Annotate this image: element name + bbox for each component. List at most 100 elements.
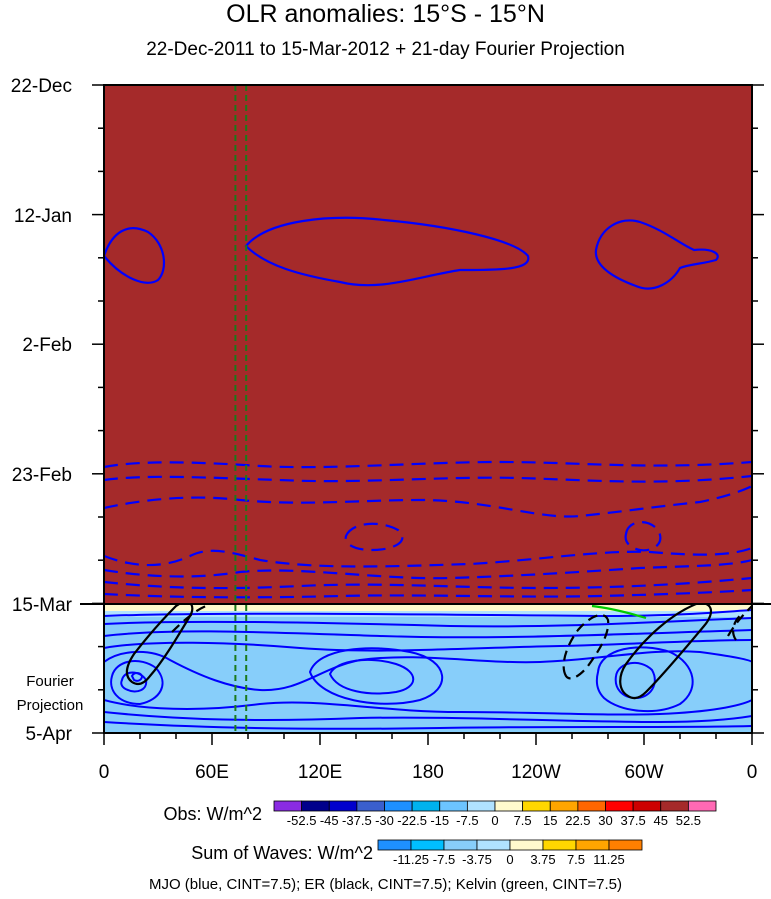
colorbar-swatch	[301, 800, 330, 812]
colorbar-tick-label: -7.5	[433, 852, 455, 867]
projection-warm-strip	[104, 604, 752, 611]
colorbar-swatch	[660, 800, 689, 812]
mjo-contour	[308, 647, 444, 705]
y-tick-label: 12-Jan	[14, 206, 72, 227]
colorbar-swatch	[377, 839, 412, 851]
colorbar-swatch	[549, 800, 579, 812]
waves-colorbar-labels: -11.25 -7.5 -3.75 0 3.75 7.5 11.25	[393, 852, 625, 867]
mjo-contour	[104, 460, 752, 469]
mjo-contour	[614, 661, 656, 700]
colorbar-swatch	[439, 800, 468, 812]
colorbar-tick-label: -15	[430, 813, 449, 828]
mjo-contour	[104, 558, 752, 580]
colorbar-tick-label: 7.5	[514, 813, 532, 828]
mjo-contour	[104, 546, 752, 568]
mjo-contour	[104, 721, 752, 730]
mjo-contour	[595, 646, 694, 713]
mjo-contour	[244, 216, 530, 287]
colorbar-tick-label: -52.5	[287, 813, 317, 828]
mjo-contour	[104, 609, 752, 618]
axis-ticks	[92, 84, 764, 745]
colorbar-swatch	[632, 800, 662, 812]
colorbar-swatch	[687, 800, 717, 812]
mjo-contour	[104, 576, 752, 590]
y-tick-label: 22-Dec	[11, 76, 72, 97]
y-tick-label: 23-Feb	[12, 465, 72, 486]
mjo-contour	[104, 699, 752, 716]
colorbar-swatch	[273, 800, 303, 812]
x-axis-labels: 0 60E 120E 180 120W 60W 0	[99, 762, 758, 783]
colorbar-swatch	[410, 839, 445, 851]
fourier-label: Fourier	[26, 673, 74, 690]
er-contour	[727, 605, 752, 637]
colorbar-swatch	[443, 839, 478, 851]
obs-legend-label: Obs: W/m^2	[164, 804, 262, 824]
colorbar-swatch	[466, 800, 496, 812]
phase-lines	[234, 85, 248, 733]
x-tick-label: 120E	[298, 762, 342, 783]
colorbar-tick-label: 0	[491, 813, 498, 828]
mjo-contour	[328, 658, 415, 695]
colorbar-swatch	[608, 839, 643, 851]
chart-subtitle: 22-Dec-2011 to 15-Mar-2012 + 21-day Four…	[146, 39, 625, 60]
y-tick-label: 15-Mar	[12, 595, 73, 616]
obs-colorbar-labels: -52.5 -45 -37.5 -30 -22.5 -15 -7.5 0 7.5 15 22.5 30…	[287, 813, 701, 828]
er-contour	[562, 613, 610, 680]
colorbar-swatch	[476, 839, 511, 851]
colorbar-swatch	[494, 800, 524, 812]
y-tick-label: 5-Apr	[26, 724, 73, 745]
waves-colorbar	[377, 839, 643, 851]
footnote: MJO (blue, CINT=7.5); ER (black, CINT=7.…	[148, 876, 623, 893]
er-contour	[732, 613, 743, 641]
colorbar-swatch	[577, 800, 606, 812]
colorbar-swatch	[509, 839, 544, 851]
colorbar-tick-label: -37.5	[342, 813, 372, 828]
colorbar-swatch	[522, 800, 551, 812]
colorbar-tick-label: 52.5	[676, 813, 701, 828]
x-tick-label: 120W	[511, 762, 561, 783]
colorbar-tick-label: 0	[506, 852, 513, 867]
observed-period-fill	[104, 85, 752, 604]
mjo-contour	[104, 588, 752, 599]
mjo-contour	[104, 227, 166, 284]
colorbar-tick-label: 11.25	[593, 852, 625, 867]
mjo-contour	[104, 474, 752, 483]
mjo-contour	[594, 219, 719, 290]
colorbar-tick-label: -45	[320, 813, 339, 828]
colorbar-tick-label: 22.5	[565, 813, 590, 828]
kelvin-contours	[591, 604, 647, 620]
mjo-contour	[120, 671, 148, 693]
mjo-contour	[624, 521, 662, 552]
x-tick-label: 60W	[624, 762, 663, 783]
colorbar-tick-label: -11.25	[393, 852, 429, 867]
mjo-contour	[130, 672, 144, 682]
x-tick-label: 0	[99, 762, 110, 783]
projection-label: Projection	[17, 697, 84, 714]
colorbar-swatch	[542, 839, 577, 851]
colorbar-tick-label: -3.75	[462, 852, 492, 867]
colorbar-tick-label: 15	[543, 813, 557, 828]
y-axis-labels: 22-Dec 12-Jan 2-Feb 23-Feb 15-Mar 5-Apr …	[11, 76, 84, 745]
colorbar-tick-label: -22.5	[397, 813, 427, 828]
projection-contours	[104, 604, 752, 730]
colorbar-tick-label: 37.5	[620, 813, 645, 828]
x-tick-label: 180	[412, 762, 444, 783]
colorbar-swatch	[356, 800, 385, 812]
er-contour	[171, 604, 207, 633]
x-tick-label: 60E	[195, 762, 229, 783]
obs-colorbar	[273, 800, 717, 812]
x-tick-label: 0	[747, 762, 758, 783]
colorbar-tick-label: 45	[654, 813, 668, 828]
colorbar-swatch	[411, 800, 441, 812]
colorbar-tick-label: 7.5	[567, 852, 585, 867]
mjo-contour	[104, 485, 752, 518]
colorbar-swatch	[575, 839, 610, 851]
colorbar-tick-label: 30	[598, 813, 612, 828]
mjo-contour	[104, 711, 752, 724]
colorbar-swatch	[384, 800, 413, 812]
kelvin-contour	[591, 604, 647, 620]
er-contour	[619, 604, 713, 700]
mjo-contour	[104, 650, 752, 692]
colorbar-tick-label: -30	[375, 813, 394, 828]
